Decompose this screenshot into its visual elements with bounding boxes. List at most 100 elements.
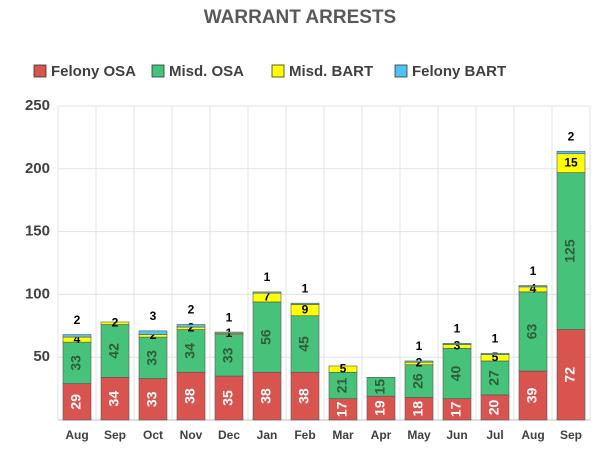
legend-label: Misd. BART xyxy=(289,63,373,80)
bar-segment xyxy=(556,150,586,155)
data-label: 3 xyxy=(150,309,157,323)
data-label: 38 xyxy=(182,388,198,404)
data-label: 2 xyxy=(188,320,195,334)
x-tick-label: May xyxy=(407,428,431,442)
bar-segment xyxy=(138,336,168,379)
y-tick-label: 100 xyxy=(25,285,50,302)
data-label: 18 xyxy=(410,401,426,417)
data-label: 7 xyxy=(264,290,271,304)
data-label: 2 xyxy=(112,315,119,329)
data-label: 125 xyxy=(562,239,578,263)
bar-segment xyxy=(138,378,168,421)
data-label: 39 xyxy=(524,388,540,404)
data-label: 34 xyxy=(182,343,198,359)
bar-segment xyxy=(214,375,244,421)
data-label: 9 xyxy=(302,302,309,316)
bar-segment xyxy=(518,370,548,421)
x-tick-label: Aug xyxy=(521,428,544,442)
data-label: 4 xyxy=(74,332,81,346)
data-label: 15 xyxy=(564,155,578,169)
x-tick-label: Apr xyxy=(371,428,392,442)
bar-segment xyxy=(404,360,434,363)
data-label: 26 xyxy=(410,373,426,389)
data-label: 2 xyxy=(150,328,157,342)
data-label: 42 xyxy=(106,343,122,359)
data-label: 19 xyxy=(372,400,388,416)
data-label: 1 xyxy=(530,264,537,278)
bar-segment xyxy=(252,301,282,373)
x-tick-label: Aug xyxy=(65,428,88,442)
bar-segment xyxy=(100,376,130,421)
data-label: 5 xyxy=(340,361,347,375)
data-label: 21 xyxy=(334,377,350,393)
chart-title: WARRANT ARRESTS xyxy=(204,7,396,28)
x-tick-label: Jul xyxy=(486,428,503,442)
x-tick-label: Oct xyxy=(143,428,163,442)
data-label: 33 xyxy=(144,391,160,407)
bar-segment xyxy=(138,330,168,335)
bar-segment xyxy=(328,365,358,373)
data-label: 35 xyxy=(220,390,236,406)
data-label: 2 xyxy=(568,129,575,143)
legend-swatch xyxy=(33,64,47,78)
data-label: 15 xyxy=(372,379,388,395)
data-label: 1 xyxy=(302,281,309,295)
bar-segment xyxy=(442,348,472,399)
bar-segment xyxy=(556,329,586,421)
data-label: 4 xyxy=(530,282,537,296)
bar-segment xyxy=(290,302,320,305)
x-tick-label: Jun xyxy=(446,428,467,442)
bar-segment xyxy=(480,360,510,396)
data-label: 2 xyxy=(416,356,423,370)
bar-segment xyxy=(556,172,586,330)
data-label: 1 xyxy=(416,339,423,353)
x-tick-label: Jan xyxy=(257,428,278,442)
data-label: 20 xyxy=(486,399,502,415)
y-tick-label: 50 xyxy=(33,348,50,365)
legend-swatch xyxy=(271,64,285,78)
data-label: 72 xyxy=(562,367,578,383)
y-tick-label: 150 xyxy=(25,223,50,240)
legend-label: Felony OSA xyxy=(51,63,136,80)
bar-segment xyxy=(252,291,282,294)
data-label: 17 xyxy=(448,401,464,417)
data-label: 17 xyxy=(334,401,350,417)
data-label: 40 xyxy=(448,366,464,382)
legend-swatch xyxy=(151,64,165,78)
data-label: 38 xyxy=(258,388,274,404)
x-tick-label: Mar xyxy=(332,428,354,442)
bar-segment xyxy=(62,383,92,421)
data-label: 27 xyxy=(486,370,502,386)
bar-segment xyxy=(480,394,510,421)
data-label: 2 xyxy=(188,303,195,317)
data-label: 45 xyxy=(296,336,312,352)
data-label: 1 xyxy=(226,310,233,324)
bar-segment xyxy=(214,334,244,377)
data-label: 2 xyxy=(74,313,81,327)
data-label: 33 xyxy=(144,350,160,366)
bar-segment xyxy=(62,334,92,338)
x-tick-label: Sep xyxy=(560,428,582,442)
data-label: 33 xyxy=(220,347,236,363)
bar-segment xyxy=(100,321,130,325)
x-tick-label: Dec xyxy=(218,428,240,442)
bar-segment xyxy=(366,376,396,397)
bar-segment xyxy=(176,371,206,421)
data-label: 63 xyxy=(524,323,540,339)
data-label: 3 xyxy=(454,339,461,353)
bar-segment xyxy=(62,341,92,384)
data-label: 56 xyxy=(258,329,274,345)
x-tick-label: Feb xyxy=(294,428,315,442)
bar-segment xyxy=(176,324,206,328)
x-tick-label: Nov xyxy=(180,428,203,442)
legend-swatch xyxy=(394,64,408,78)
x-tick-label: Sep xyxy=(104,428,126,442)
bar-segment xyxy=(518,291,548,372)
data-label: 1 xyxy=(492,332,499,346)
bar-segment xyxy=(328,371,358,399)
legend-label: Misd. OSA xyxy=(169,63,244,80)
bar-segment xyxy=(518,285,548,288)
data-label: 38 xyxy=(296,388,312,404)
data-label: 1 xyxy=(454,322,461,336)
